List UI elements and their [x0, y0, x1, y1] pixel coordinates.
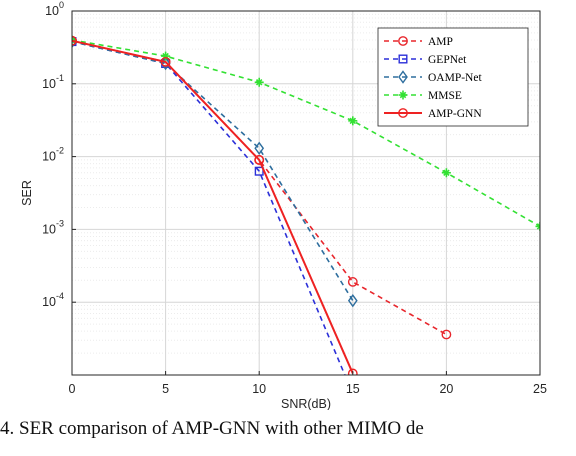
data-point-gepnet: [254, 166, 264, 176]
data-point-mmse: [254, 77, 264, 87]
legend-marker-mmse: [398, 90, 408, 100]
data-point-oamp-net: [254, 141, 265, 155]
series-line-gepnet: [72, 40, 346, 375]
x-tick-label: 0: [69, 382, 76, 396]
y-axis-ticks: 100 10-1 10-2 10-3 10-4: [42, 0, 76, 309]
y-axis-label: SER: [20, 180, 34, 206]
data-point-amp: [347, 277, 358, 287]
data-point-amp-gnn: [160, 56, 171, 67]
data-point-mmse: [441, 168, 451, 178]
series-line-mmse: [72, 39, 540, 228]
series-gepnet: [72, 37, 346, 375]
y-tick-label: 10-4: [42, 291, 64, 309]
legend-label-oamp-net: OAMP-Net: [428, 72, 482, 84]
x-tick-label: 5: [162, 382, 169, 396]
data-point-amp-gnn: [254, 155, 265, 165]
legend-label-gepnet: GEPNet: [428, 54, 467, 66]
x-axis-label: SNR(dB): [281, 397, 331, 410]
legend-marker-oamp-net: [398, 70, 408, 84]
ser-chart: 0 5 10 15 20 25 100 10-1 10-2 10-3 10-4 SNR(dB) S…: [20, 0, 547, 410]
plot-area: [72, 34, 540, 375]
legend-label-amp-gnn: AMP-GNN: [428, 108, 482, 120]
y-tick-label: 10-2: [42, 146, 64, 164]
series-oamp-net: [72, 34, 358, 308]
data-point-oamp-net: [347, 293, 358, 308]
x-tick-label: 15: [346, 382, 360, 396]
legend-label-mmse: MMSE: [428, 90, 462, 102]
y-tick-label: 100: [45, 0, 64, 18]
x-tick-label: 20: [439, 382, 453, 396]
y-tick-label: 10-3: [42, 218, 64, 236]
legend: AMP GEPNet OAMP-Net MMSE AMP-GNN: [377, 27, 529, 127]
legend-label-amp: AMP: [428, 36, 453, 48]
data-point-mmse: [348, 116, 358, 126]
legend-marker-amp-gnn: [398, 108, 408, 118]
data-point-amp-gnn: [347, 368, 358, 375]
figure-caption: 4. SER comparison of AMP-GNN with other …: [0, 418, 424, 439]
x-axis-ticks: 0 5 10 15 20 25: [69, 371, 547, 396]
series-line-oamp-net: [72, 40, 354, 302]
x-tick-label: 25: [533, 382, 547, 396]
legend-marker-amp: [398, 36, 408, 46]
data-point-mmse: [535, 221, 540, 231]
legend-marker-gepnet: [398, 54, 408, 64]
y-tick-label: 10-1: [42, 73, 64, 91]
plot-frame: [71, 10, 541, 376]
data-point-amp: [441, 329, 452, 340]
x-tick-label: 10: [252, 382, 266, 396]
series-line-amp-gnn: [72, 39, 354, 374]
